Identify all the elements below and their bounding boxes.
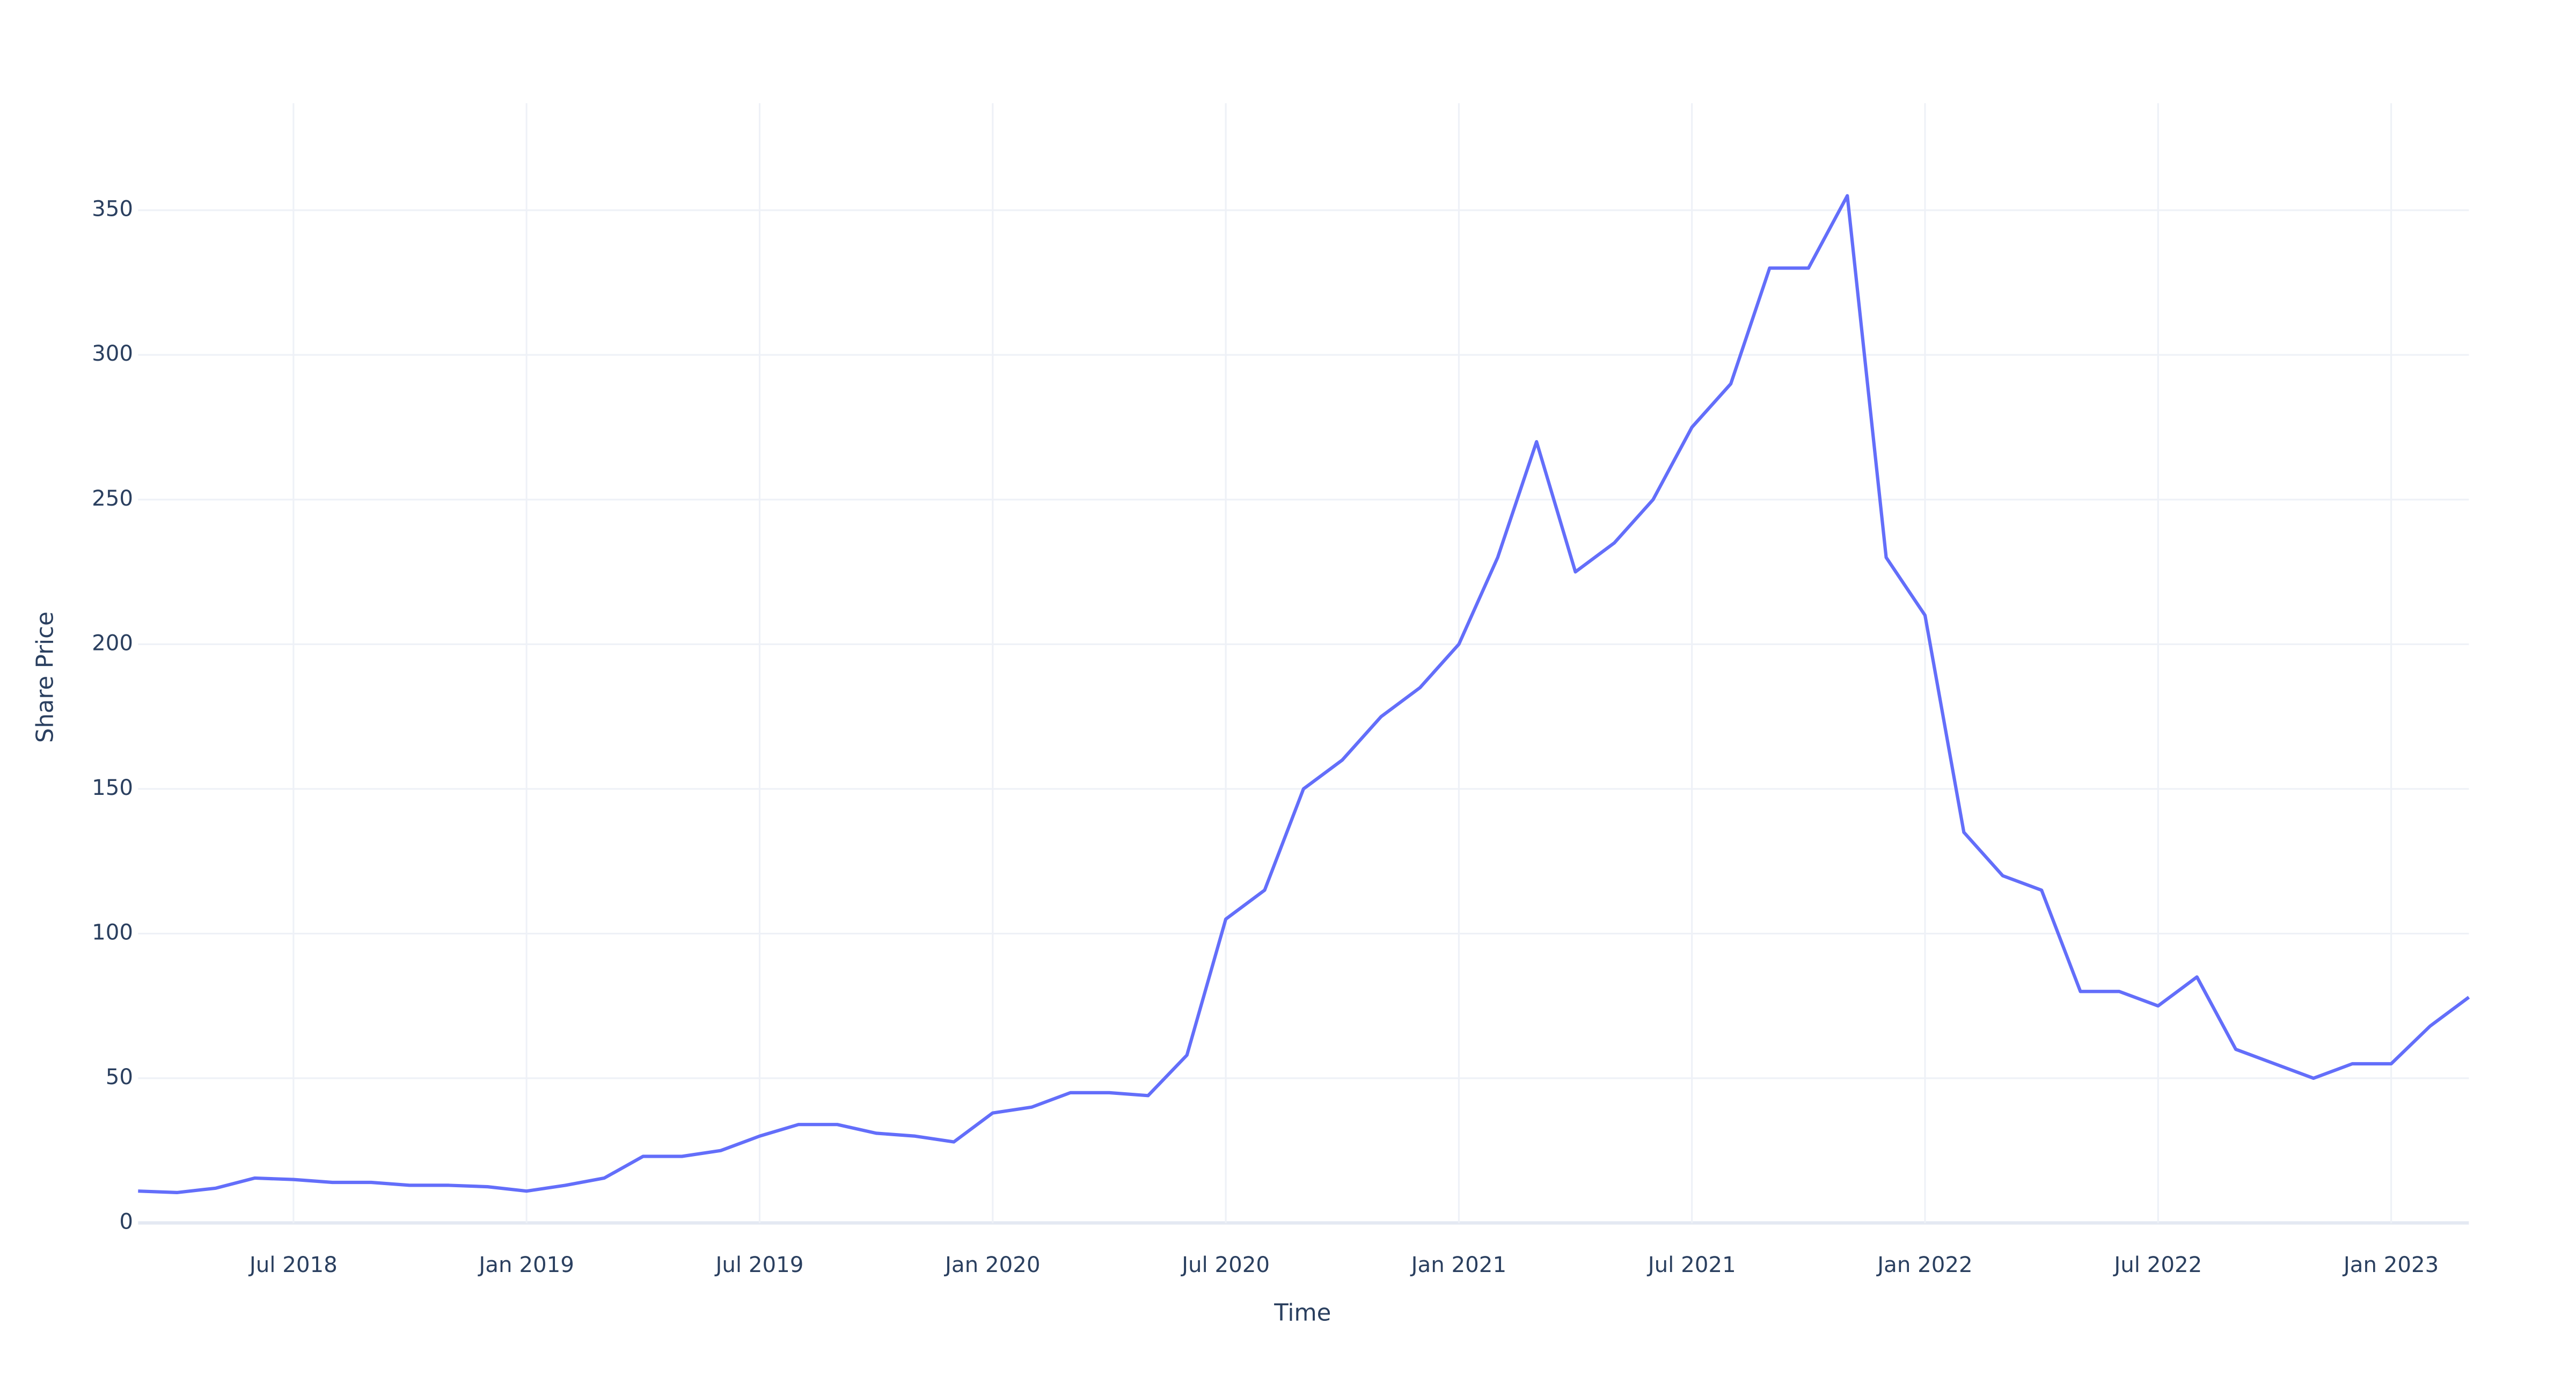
y-axis-title: Share Price: [32, 611, 58, 743]
y-tick-label: 250: [92, 486, 133, 511]
x-tick-label: Jul 2021: [1646, 1252, 1736, 1277]
x-tick-label: Jul 2020: [1180, 1252, 1270, 1277]
x-tick-label: Jan 2021: [1410, 1252, 1506, 1277]
x-tick-label: Jan 2019: [477, 1252, 574, 1277]
line-series: [138, 194, 2470, 1194]
x-tick-label: Jan 2022: [1876, 1252, 1972, 1277]
x-tick-label: Jul 2019: [714, 1252, 803, 1277]
y-tick-label: 100: [92, 919, 133, 945]
y-tick-label: 0: [119, 1209, 133, 1234]
x-tick-label: Jul 2022: [2112, 1252, 2202, 1277]
x-tick-label: Jul 2018: [248, 1252, 338, 1277]
x-tick-label: Jan 2020: [943, 1252, 1040, 1277]
y-tick-label: 200: [92, 630, 133, 655]
y-tick-label: 150: [92, 775, 133, 800]
y-tick-label: 50: [106, 1064, 133, 1090]
y-tick-label: 350: [92, 196, 133, 222]
x-tick-label: Jan 2023: [2342, 1252, 2439, 1277]
x-axis-title: Time: [1274, 1300, 1331, 1327]
y-tick-label: 300: [92, 341, 133, 366]
